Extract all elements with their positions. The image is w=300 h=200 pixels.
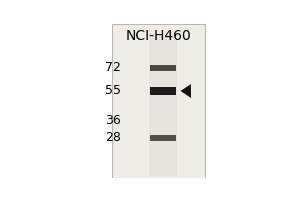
Text: 28: 28 xyxy=(105,131,121,144)
Text: 55: 55 xyxy=(105,84,121,97)
Bar xyxy=(151,135,175,141)
Text: 36: 36 xyxy=(106,114,121,127)
Text: NCI-H460: NCI-H460 xyxy=(125,29,191,43)
Bar xyxy=(151,87,175,95)
Polygon shape xyxy=(181,84,191,98)
Text: 72: 72 xyxy=(105,61,121,74)
Bar xyxy=(149,33,177,176)
Bar xyxy=(112,24,205,178)
Bar xyxy=(151,65,175,71)
